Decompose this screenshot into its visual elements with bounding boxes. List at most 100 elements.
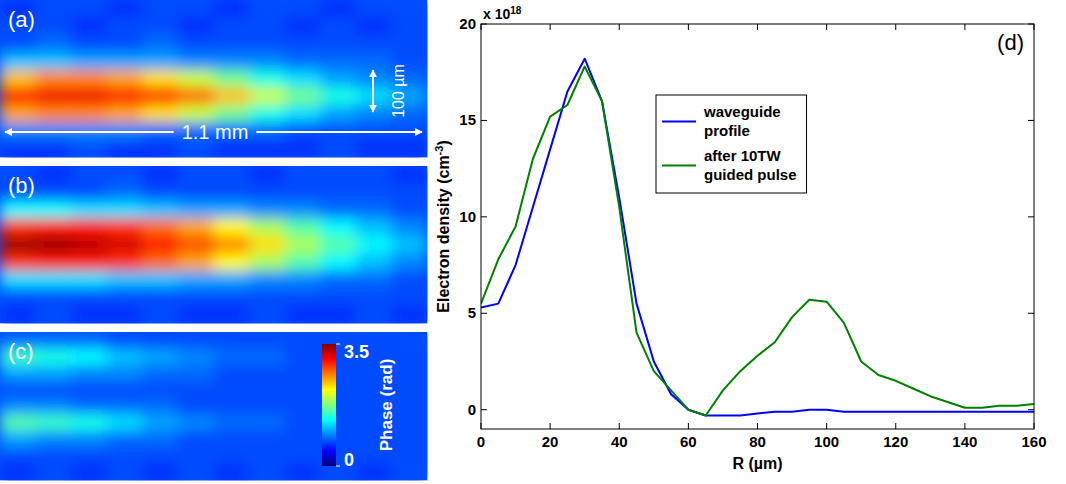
phase-cell (249, 381, 285, 398)
phase-cell (36, 218, 72, 236)
phase-cell (142, 236, 178, 254)
y-tick-right (1028, 24, 1034, 25)
phase-cell (142, 52, 178, 70)
phase-cell (285, 70, 321, 88)
length-arrow (256, 131, 422, 133)
phase-cell (249, 253, 285, 271)
phase-cell (249, 414, 285, 431)
phase-cell (178, 87, 214, 105)
legend-swatch (662, 165, 696, 167)
phase-cell (107, 253, 143, 271)
x-tick-top (826, 24, 827, 30)
phase-cell (320, 140, 356, 158)
phase-cell (178, 218, 214, 236)
phase-cell (285, 414, 321, 431)
panel-ground (0, 0, 427, 157)
phase-cell (249, 332, 285, 349)
phase-cell (36, 306, 72, 324)
phase-cell (0, 105, 36, 123)
y-tick-label: 15 (459, 111, 476, 128)
phase-cell (142, 431, 178, 448)
phase-cell (356, 288, 392, 306)
phase-cell (71, 0, 107, 18)
phase-cell (249, 431, 285, 448)
phase-cell (320, 218, 356, 236)
phase-cells (0, 332, 428, 481)
phase-cell (249, 236, 285, 254)
phase-cell (178, 52, 214, 70)
phase-cell (356, 306, 392, 324)
y-tick-right (1028, 409, 1034, 410)
width-label: 100 µm (390, 64, 407, 118)
phase-cell (214, 464, 250, 481)
phase-cell (285, 218, 321, 236)
phase-cell (214, 431, 250, 448)
length-label: 1.1 mm (182, 121, 249, 143)
panel-letter: (b) (8, 173, 35, 198)
phase-cell (285, 447, 321, 464)
phase-cell (71, 105, 107, 123)
phase-cell (285, 365, 321, 382)
phase-cell (249, 140, 285, 158)
x-tick-label: 40 (611, 433, 628, 450)
y-scale-text: x 10 (483, 6, 510, 22)
y-tick-right (1028, 216, 1034, 217)
phase-cell (142, 70, 178, 88)
phase-cell (285, 381, 321, 398)
plot-ground (481, 24, 1034, 429)
phase-cell (320, 271, 356, 289)
phase-cell (0, 271, 36, 289)
phase-cell (320, 288, 356, 306)
phase-cell (0, 87, 36, 105)
phase-cell (285, 348, 321, 365)
phase-cell (285, 271, 321, 289)
phase-cell (71, 398, 107, 415)
phase-cell (0, 288, 36, 306)
phase-cell (214, 0, 250, 18)
phase-cell (249, 201, 285, 219)
phase-cell (107, 332, 143, 349)
phase-cell (391, 348, 427, 365)
phase-cell (71, 70, 107, 88)
phase-cell (178, 306, 214, 324)
phase-cell (178, 332, 214, 349)
phase-cell (285, 201, 321, 219)
phase-cell (36, 70, 72, 88)
y-scale-label: x 1018 (483, 5, 522, 23)
phase-cell (285, 183, 321, 201)
phase-cell (285, 166, 321, 184)
x-tick (757, 423, 758, 429)
phase-cell (36, 166, 72, 184)
phase-cell (391, 218, 427, 236)
plot-frame (481, 24, 1034, 429)
phase-cell (178, 0, 214, 18)
x-tick (964, 423, 965, 429)
phase-cell (214, 17, 250, 35)
phase-cell (36, 105, 72, 123)
phase-cell (71, 201, 107, 219)
plot-data (481, 59, 1034, 416)
phase-cell (0, 201, 36, 219)
phase-cell (356, 218, 392, 236)
y-tick-label: 10 (459, 208, 476, 225)
phase-cell (214, 201, 250, 219)
phase-panel: (b) (0, 166, 428, 324)
phase-cell (214, 87, 250, 105)
phase-cell (391, 271, 427, 289)
phase-cell (71, 464, 107, 481)
phase-cell (71, 218, 107, 236)
phase-cell (107, 365, 143, 382)
x-tick-top (550, 24, 551, 30)
phase-cell (356, 52, 392, 70)
x-tick (550, 423, 551, 429)
y-tick (481, 216, 487, 217)
length-arrow (5, 131, 174, 133)
phase-cell (36, 271, 72, 289)
x-tick-label: 0 (477, 433, 485, 450)
phase-cell (36, 447, 72, 464)
phase-cell (107, 306, 143, 324)
phase-cell (142, 35, 178, 53)
phase-cell (142, 166, 178, 184)
phase-cell (142, 447, 178, 464)
phase-cell (320, 253, 356, 271)
